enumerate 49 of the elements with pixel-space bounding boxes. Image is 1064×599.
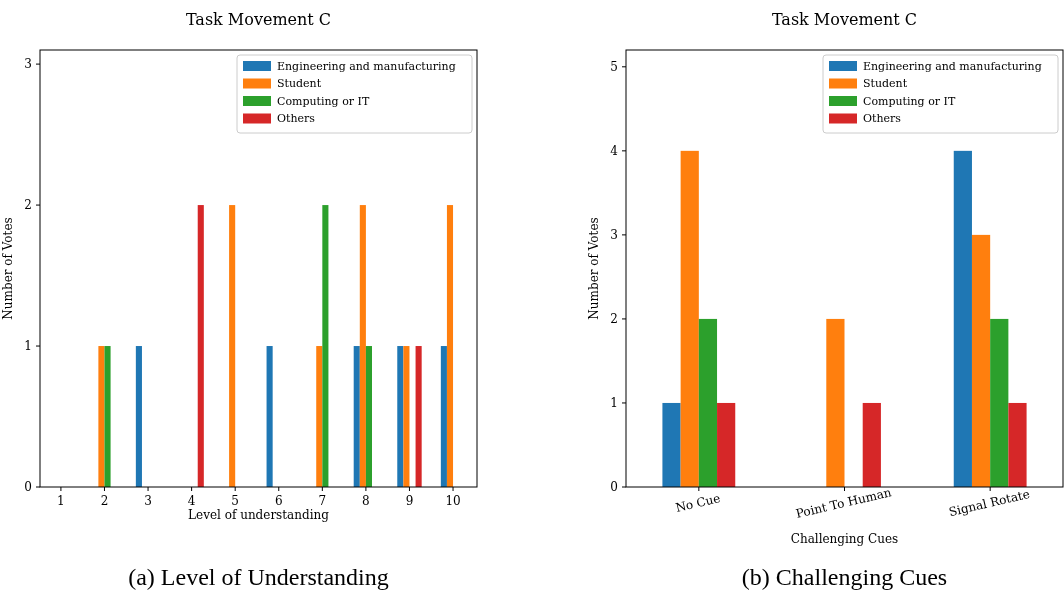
x-tick-label: 10 bbox=[445, 494, 461, 508]
x-tick-label: 2 bbox=[100, 494, 109, 508]
y-tick-label: 2 bbox=[24, 198, 32, 213]
x-tick-label: 3 bbox=[144, 494, 152, 508]
legend-label: Student bbox=[863, 77, 908, 91]
x-tick-label: 8 bbox=[362, 494, 370, 508]
y-axis-title: Number of Votes bbox=[1, 217, 15, 320]
x-tick-label: 4 bbox=[187, 494, 196, 508]
bar bbox=[971, 234, 991, 487]
x-tick-label: Signal Rotate bbox=[947, 487, 1031, 520]
x-axis-title: Level of understanding bbox=[188, 508, 330, 522]
x-tick-label: Point To Human bbox=[794, 485, 893, 521]
bar bbox=[680, 150, 699, 487]
y-axis-title: Number of Votes bbox=[587, 217, 601, 320]
legend-label: Engineering and manufacturing bbox=[277, 59, 456, 73]
x-tick-label: 9 bbox=[405, 494, 414, 508]
bar bbox=[1008, 402, 1027, 487]
x-tick-label: No Cue bbox=[674, 491, 722, 516]
chart-title: Task Movement C bbox=[771, 10, 918, 29]
x-tick-label: 7 bbox=[318, 494, 327, 508]
x-tick-label: 1 bbox=[57, 494, 65, 508]
y-tick-label: 0 bbox=[610, 480, 618, 495]
x-tick-label: 5 bbox=[231, 494, 240, 508]
bar bbox=[662, 402, 681, 487]
y-tick-label: 3 bbox=[24, 57, 32, 72]
legend-label: Engineering and manufacturing bbox=[863, 59, 1042, 73]
legend-label: Computing or IT bbox=[277, 94, 370, 108]
legend-label: Student bbox=[277, 77, 322, 91]
chart-title: Task Movement C bbox=[185, 10, 332, 29]
y-tick-label: 2 bbox=[610, 312, 618, 327]
text: (a) Level of Understanding bbox=[128, 564, 389, 590]
legend-label: Computing or IT bbox=[863, 94, 956, 108]
bar bbox=[862, 402, 881, 487]
legend-label: Others bbox=[863, 112, 902, 126]
y-tick-label: 4 bbox=[610, 144, 619, 159]
bar bbox=[717, 402, 736, 487]
x-axis-title: Challenging Cues bbox=[790, 532, 899, 546]
y-tick-label: 0 bbox=[24, 480, 32, 495]
y-tick-label: 1 bbox=[24, 339, 32, 354]
bar bbox=[826, 318, 845, 487]
bar bbox=[698, 318, 718, 487]
text: (b) Challenging Cues bbox=[741, 564, 948, 590]
y-tick-label: 5 bbox=[610, 60, 618, 75]
bar bbox=[953, 150, 972, 487]
legend-label: Others bbox=[277, 112, 316, 126]
x-tick-label: 6 bbox=[274, 494, 283, 508]
y-tick-label: 3 bbox=[610, 228, 618, 243]
bar bbox=[990, 318, 1009, 487]
y-tick-label: 1 bbox=[610, 396, 618, 411]
